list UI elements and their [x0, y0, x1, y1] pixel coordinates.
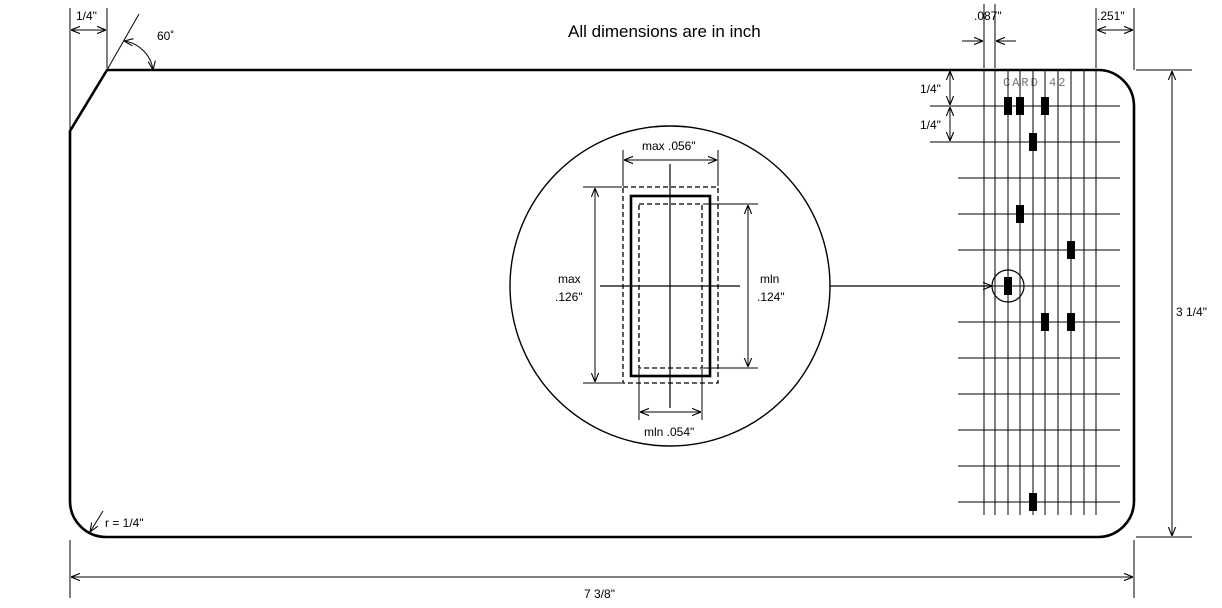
punch-hole [1041, 313, 1049, 331]
max-tolerance-outline [622, 186, 719, 384]
card-width-label: 7 3/8" [584, 587, 615, 601]
row-pitch-label-b: 1/4" [920, 118, 941, 132]
punch-hole [1004, 97, 1012, 115]
min-height-label-1: mln [760, 272, 779, 286]
hole-detail: max .056" mln .054" max .126" mln .124" [509, 125, 831, 447]
punch-holes [1004, 97, 1075, 511]
min-width-label: mln .054" [644, 425, 694, 439]
nominal-hole-outline [629, 194, 712, 378]
punch-hole [1004, 277, 1012, 295]
card-height-label: 3 1/4" [1176, 305, 1207, 319]
min-tolerance-outline [638, 203, 703, 369]
punch-hole [1016, 205, 1024, 223]
max-height-label-2: .126" [555, 290, 583, 304]
card-outline [68, 68, 1136, 539]
drawing-title: All dimensions are in inch [568, 22, 761, 41]
punch-hole [1067, 241, 1075, 259]
column-pitch-dimension: .087" [962, 4, 1016, 68]
max-height-label-1: max [558, 272, 581, 286]
right-margin-label: .251" [1097, 9, 1125, 23]
punch-grid [958, 70, 1120, 515]
detail-circle [509, 125, 831, 447]
max-width-label: max .056" [642, 139, 696, 153]
corner-radius-label: r = 1/4" [105, 516, 144, 530]
punch-hole [1016, 97, 1024, 115]
row-pitch-dimension: 1/4" 1/4" [920, 71, 1000, 143]
punch-hole [1029, 493, 1037, 511]
corner-cut-dimension: 1/4" [69, 8, 108, 129]
punch-hole [1067, 313, 1075, 331]
punch-hole [1041, 97, 1049, 115]
card-height-dimension: 3 1/4" [1136, 69, 1207, 538]
corner-angle-dimension: 60˚ [106, 13, 174, 70]
min-height-label-2: .124" [757, 290, 785, 304]
corner-radius-dimension: r = 1/4" [90, 510, 144, 532]
column-pitch-label: .087" [974, 9, 1002, 23]
card-width-dimension: 7 3/8" [69, 540, 1135, 601]
punch-hole [1029, 133, 1037, 151]
right-margin-dimension: .251" [1095, 8, 1135, 70]
row-pitch-label-a: 1/4" [920, 82, 941, 96]
corner-cut-label: 1/4" [76, 9, 97, 23]
corner-angle-label: 60˚ [157, 29, 174, 43]
card-label: CARD 42 [1003, 76, 1067, 90]
